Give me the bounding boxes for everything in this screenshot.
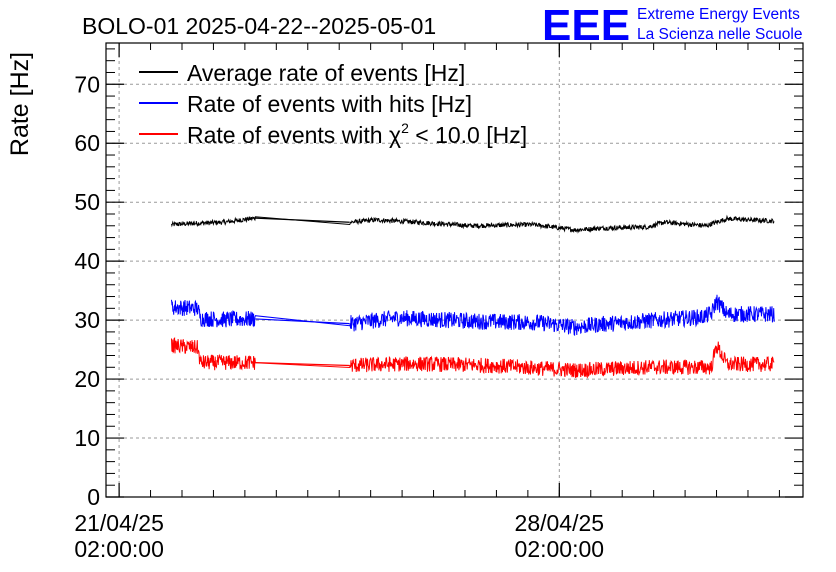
x-tick-date: 21/04/25 [74, 510, 164, 536]
series-gap-line-chi2 [255, 361, 350, 367]
eee-logo-line2: La Scienza nelle Scuole [637, 26, 802, 43]
legend-label-prefix: Rate of events with [187, 122, 389, 148]
grid-lines [106, 43, 803, 497]
y-tick-label: 70 [74, 71, 100, 97]
x-tick-time: 02:00:00 [74, 536, 164, 562]
y-tick-label: 20 [74, 366, 100, 392]
series-average [171, 214, 775, 234]
legend: Average rate of events [Hz] Rate of event… [139, 60, 527, 148]
legend-label: Rate of events with χ2 < 10.0 [Hz] [187, 120, 527, 148]
legend-label-sup: 2 [401, 120, 409, 136]
eee-logo-line1: Extreme Energy Events [637, 6, 800, 23]
y-tick-label: 30 [74, 307, 100, 333]
legend-label: Rate of events with hits [Hz] [187, 91, 472, 117]
series-gap-line-average [255, 217, 350, 223]
legend-label: Average rate of events [Hz] [187, 60, 465, 86]
y-tick-label: 0 [87, 484, 100, 510]
y-tick-label: 60 [74, 130, 100, 156]
y-tick-label: 50 [74, 189, 100, 215]
legend-label-symbol: χ [389, 122, 401, 148]
x-tick-time: 02:00:00 [515, 536, 605, 562]
plot-series [171, 214, 775, 379]
plot-frame [105, 42, 804, 498]
eee-logo-letters: EEE [542, 1, 630, 50]
y-tick-label: 10 [74, 425, 100, 451]
x-tick-date: 28/04/25 [515, 510, 605, 536]
eee-logo: EEE Extreme Energy Events La Scienza nel… [542, 1, 802, 50]
series-hits [171, 294, 775, 336]
axis-ticks [106, 43, 803, 498]
y-tick-label: 40 [74, 248, 100, 274]
y-axis-label: Rate [Hz] [6, 52, 34, 156]
legend-label-suffix: < 10.0 [Hz] [409, 122, 527, 148]
series-gap-line-hits [255, 318, 350, 325]
chart-title: BOLO-01 2025-04-22--2025-05-01 [82, 13, 436, 39]
series-chi2 [171, 337, 775, 379]
y-tick-labels: 0 10 20 30 40 50 60 70 [74, 71, 100, 510]
